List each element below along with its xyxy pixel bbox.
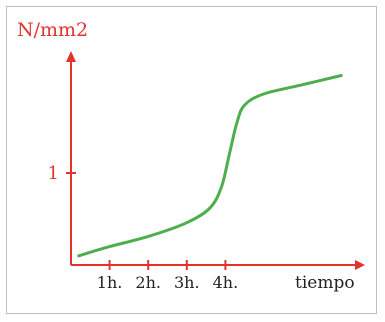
y-axis-label: N/mm2 xyxy=(17,19,88,41)
y-axis-arrow xyxy=(66,51,76,62)
x-axis-arrow xyxy=(355,260,365,270)
x-tick-label: 4h. xyxy=(213,273,239,292)
strength-over-time-chart: 1h. 2h. 3h. 4h. 1 N/mm2 tiempo xyxy=(17,19,365,293)
axes xyxy=(66,51,365,270)
chart-frame: 1h. 2h. 3h. 4h. 1 N/mm2 tiempo xyxy=(6,6,377,314)
x-tick-label: 3h. xyxy=(174,273,200,292)
x-axis-label: tiempo xyxy=(295,273,355,293)
series-line xyxy=(77,73,343,258)
series-layer xyxy=(77,73,343,258)
x-tick-label: 1h. xyxy=(97,273,123,292)
x-tick-label: 2h. xyxy=(135,273,161,292)
ticks: 1h. 2h. 3h. 4h. 1 xyxy=(48,163,239,292)
y-tick-label: 1 xyxy=(48,163,59,184)
